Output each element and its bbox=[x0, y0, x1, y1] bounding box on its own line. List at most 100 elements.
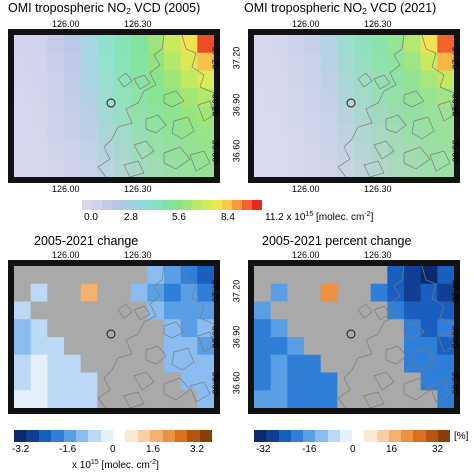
coastline-segment bbox=[171, 347, 195, 371]
grid-cell bbox=[370, 123, 388, 143]
grid-cell bbox=[30, 106, 48, 125]
grid-cell bbox=[197, 106, 214, 125]
grid-cell bbox=[64, 390, 82, 408]
grid-cell bbox=[320, 35, 338, 54]
grid-cell bbox=[420, 52, 438, 72]
grid-cell bbox=[164, 106, 182, 125]
grid-cell bbox=[437, 337, 454, 356]
grid-cell bbox=[254, 301, 272, 320]
grid-cell bbox=[337, 35, 355, 54]
lat-tick-left-3: 36.60 bbox=[231, 371, 242, 395]
grid-cell bbox=[164, 52, 182, 72]
grid-cell bbox=[337, 266, 355, 285]
grid-cell bbox=[354, 123, 372, 143]
grid-cell bbox=[387, 35, 405, 54]
grid-cell bbox=[197, 283, 214, 303]
grid-cell bbox=[370, 266, 388, 285]
coastline bbox=[97, 266, 214, 408]
colorbar-percent-tick-5: 32 bbox=[432, 444, 444, 455]
coastline-segment bbox=[437, 331, 454, 353]
colorbar-swatch bbox=[290, 430, 303, 442]
panel-title-vcd-2005: OMI tropospheric NO2 VCD (2005) bbox=[8, 1, 201, 16]
grid-cell bbox=[114, 266, 132, 285]
grid-cell bbox=[437, 52, 454, 72]
colorbar-swatch bbox=[376, 430, 389, 442]
grid-cell bbox=[47, 319, 65, 338]
coastline-segment bbox=[133, 305, 151, 321]
grid-cell bbox=[304, 159, 322, 177]
coastline-segment bbox=[373, 74, 391, 90]
grid-cell bbox=[420, 88, 438, 107]
grid-cell bbox=[354, 372, 372, 391]
colorbar-vcd-tick-1: 0.0 bbox=[84, 212, 98, 223]
grid-cell bbox=[337, 106, 355, 125]
coastline-segment bbox=[97, 266, 165, 408]
grid-cell bbox=[97, 390, 115, 408]
grid-cell bbox=[80, 123, 98, 143]
grid-cell bbox=[114, 123, 132, 143]
grid-cell bbox=[47, 52, 65, 72]
grid-cell bbox=[147, 35, 165, 54]
grid-cell bbox=[354, 319, 372, 338]
colorbar-swatch bbox=[199, 430, 212, 442]
lat-tick-right-3: 36.60 bbox=[210, 371, 221, 395]
colorbar-swatch bbox=[315, 430, 328, 442]
lon-tick-top-2: 126.30 bbox=[124, 19, 152, 29]
grid-cell bbox=[287, 35, 305, 54]
grid-cell bbox=[147, 319, 165, 338]
coastline-segment bbox=[411, 347, 435, 371]
grid-cell bbox=[287, 390, 305, 408]
grid-cell bbox=[47, 70, 65, 89]
grid-cell bbox=[14, 159, 32, 177]
grid-cell bbox=[180, 35, 198, 54]
grid-cell bbox=[287, 52, 305, 72]
grid-cell bbox=[354, 88, 372, 107]
grid-cell bbox=[97, 52, 115, 72]
colorbar-swatch bbox=[82, 200, 92, 210]
coastline-segment bbox=[403, 146, 431, 170]
grid-cell bbox=[164, 123, 182, 143]
colorbar-swatch bbox=[162, 430, 175, 442]
grid-cell bbox=[287, 70, 305, 89]
colorbar-swatch bbox=[26, 430, 39, 442]
grid-cell bbox=[404, 266, 422, 285]
colorbar-swatch bbox=[14, 430, 27, 442]
grid-cell bbox=[30, 141, 48, 160]
grid-cell bbox=[47, 390, 65, 408]
grid-cell bbox=[320, 283, 338, 303]
grid-cell bbox=[337, 319, 355, 338]
grid-cell bbox=[47, 301, 65, 320]
grid-cell bbox=[404, 159, 422, 177]
lat-tick-right-2: 36.90 bbox=[210, 325, 221, 349]
grid-cell bbox=[164, 354, 182, 374]
grid-cell bbox=[404, 354, 422, 374]
colorbar-swatch bbox=[278, 430, 291, 442]
coastline-segment bbox=[163, 146, 191, 170]
grid-cell bbox=[147, 390, 165, 408]
grid-cell bbox=[304, 283, 322, 303]
grid-cell bbox=[287, 283, 305, 303]
map-grid bbox=[254, 266, 454, 408]
grid-cell bbox=[147, 141, 165, 160]
grid-cell bbox=[30, 123, 48, 143]
grid-cell bbox=[354, 266, 372, 285]
grid-cell bbox=[97, 337, 115, 356]
colorbar-swatch bbox=[202, 200, 212, 210]
grid-cell bbox=[354, 35, 372, 54]
grid-cell bbox=[147, 337, 165, 356]
lon-tick-top-1: 126.00 bbox=[52, 250, 80, 260]
grid-cell bbox=[404, 301, 422, 320]
coastline bbox=[337, 35, 454, 177]
colorbar-swatch bbox=[113, 430, 126, 442]
grid-cell bbox=[437, 70, 454, 89]
grid-cell bbox=[80, 354, 98, 374]
grid-cell bbox=[164, 88, 182, 107]
grid-cell bbox=[197, 159, 214, 177]
colorbar-swatch bbox=[125, 430, 138, 442]
coastline-segment bbox=[97, 35, 165, 177]
colorbar-vcd bbox=[82, 200, 262, 210]
grid-cell bbox=[197, 88, 214, 107]
grid-cell bbox=[14, 52, 32, 72]
grid-cell bbox=[80, 390, 98, 408]
grid-cell bbox=[30, 337, 48, 356]
